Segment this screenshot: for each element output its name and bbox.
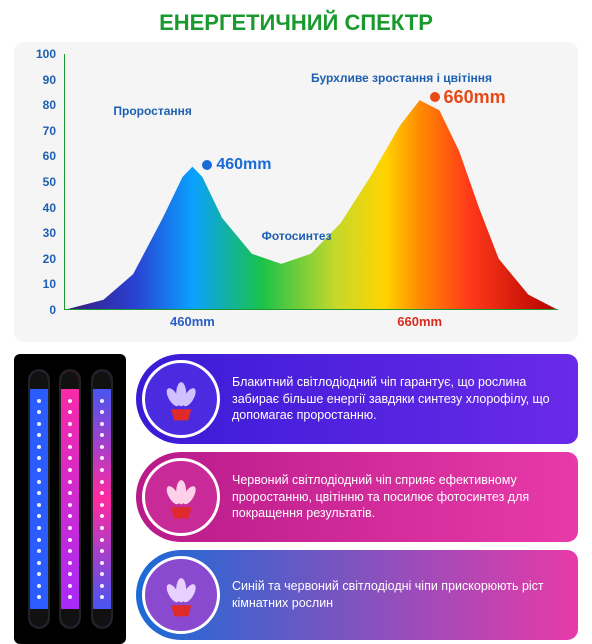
chart-annotation: Проростання: [113, 104, 192, 118]
y-tick: 50: [43, 175, 56, 189]
info-card: Червоний світлодіодний чіп сприяє ефекти…: [136, 452, 578, 542]
peak-label: 660mm: [444, 87, 506, 108]
peak-callout: 660mm: [430, 87, 506, 108]
info-card: Блакитний світлодіодний чіп гарантує, що…: [136, 354, 578, 444]
plant-icon: [142, 556, 220, 634]
peak-label: 460mm: [216, 156, 271, 174]
spectrum-chart: 1009080706050403020100 ПроростанняБурхли…: [14, 42, 578, 342]
led-tube: [28, 369, 50, 629]
info-card-text: Червоний світлодіодний чіп сприяє ефекти…: [232, 472, 566, 523]
chart-annotation: Бурхливе зростання і цвітіння: [311, 71, 492, 85]
y-tick: 0: [49, 303, 56, 317]
led-tubes-panel: [14, 354, 126, 644]
x-axis: 460mm 660mm: [64, 314, 558, 334]
y-tick: 100: [36, 47, 56, 61]
plant-icon: [142, 458, 220, 536]
peak-dot-icon: [430, 92, 440, 102]
x-label: 660mm: [397, 314, 442, 329]
y-tick: 20: [43, 252, 56, 266]
y-tick: 60: [43, 149, 56, 163]
y-tick: 80: [43, 98, 56, 112]
chart-plot: Проростання Бурхливе зростання і цвітіння…: [64, 54, 558, 310]
y-tick: 70: [43, 124, 56, 138]
page-title: ЕНЕРГЕТИЧНИЙ СПЕКТР: [0, 0, 592, 42]
info-card: Синій та червоний світлодіодні чіпи прис…: [136, 550, 578, 640]
info-card-text: Блакитний світлодіодний чіп гарантує, що…: [232, 374, 566, 425]
y-axis: 1009080706050403020100: [28, 54, 60, 310]
peak-callout: 460mm: [202, 156, 271, 174]
peak-dot-icon: [202, 160, 212, 170]
info-card-text: Синій та червоний світлодіодні чіпи прис…: [232, 578, 566, 612]
led-tube: [91, 369, 113, 629]
y-tick: 10: [43, 277, 56, 291]
y-tick: 30: [43, 226, 56, 240]
chart-annotation: Фотосинтез: [262, 229, 332, 243]
x-label: 460mm: [170, 314, 215, 329]
led-tube: [59, 369, 81, 629]
y-tick: 40: [43, 201, 56, 215]
plant-icon: [142, 360, 220, 438]
info-cards: Блакитний світлодіодний чіп гарантує, що…: [136, 354, 578, 644]
y-tick: 90: [43, 73, 56, 87]
